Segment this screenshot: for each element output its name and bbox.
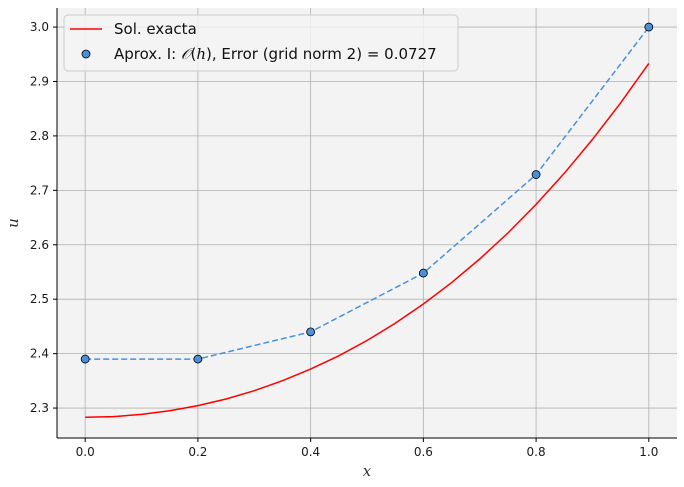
series-approx-point [193, 354, 203, 364]
y-axis-label: u [4, 218, 22, 228]
legend-approx-suffix: ), Error (grid norm 2) = 0.0727 [206, 45, 437, 63]
series-layer [80, 22, 654, 419]
series-approx-point [531, 170, 541, 179]
x-tick-label: 0.0 [76, 445, 95, 459]
series-approx-point [306, 327, 316, 337]
series-approx-dashed-line [85, 26, 650, 360]
axes-spines [56, 8, 677, 439]
y-tick-label: 2.5 [30, 292, 49, 306]
series-exact-line [85, 62, 650, 419]
y-axis-ticks: 2.3 2.4 2.5 2.6 2.7 2.8 2.9 3.0 [30, 20, 57, 415]
plot-background [57, 8, 677, 438]
legend-approx-open: ( [190, 45, 196, 63]
x-axis-ticks: 0.0 0.2 0.4 0.6 0.8 1.0 [76, 438, 658, 459]
legend-approx-prefix: Aprox. I: [114, 45, 181, 63]
y-tick-label: 2.6 [30, 238, 49, 252]
x-tick-label: 1.0 [639, 445, 658, 459]
legend-marker-swatch [81, 49, 91, 59]
series-approx-point [644, 22, 654, 32]
x-tick-label: 0.8 [527, 445, 546, 459]
legend-item-exact: Sol. exacta [114, 20, 197, 38]
x-tick-label: 0.4 [301, 445, 320, 459]
y-tick-label: 2.3 [30, 401, 49, 415]
x-tick-label: 0.6 [414, 445, 433, 459]
legend: Sol. exacta Aprox. I: 𝒪(h), Error (grid … [63, 14, 459, 72]
legend-box [63, 14, 459, 72]
series-approx-point [418, 268, 428, 278]
x-axis-label: x [363, 462, 372, 480]
legend-approx-h: h [196, 45, 206, 63]
series-approx-point [80, 354, 90, 364]
y-tick-label: 2.9 [30, 74, 49, 88]
x-tick-label: 0.2 [188, 445, 207, 459]
y-tick-label: 2.8 [30, 129, 49, 143]
legend-item-approx: Aprox. I: 𝒪(h), Error (grid norm 2) = 0.… [114, 45, 437, 63]
y-tick-label: 2.4 [30, 347, 49, 361]
y-tick-label: 3.0 [30, 20, 49, 34]
y-tick-label: 2.7 [30, 183, 49, 197]
